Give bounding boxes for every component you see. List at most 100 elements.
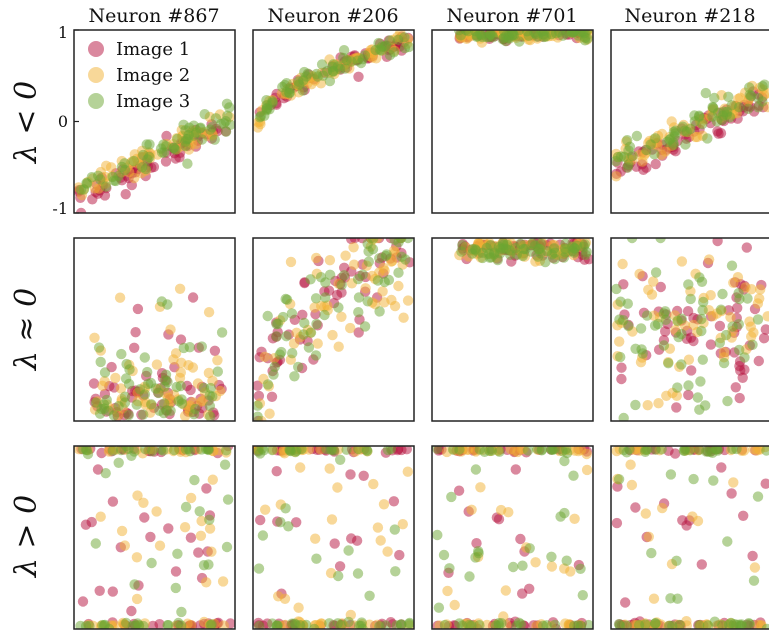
point-image-2: [185, 492, 197, 504]
point-image-2: [348, 259, 360, 270]
point-image-1: [170, 566, 182, 577]
point-image-2: [581, 464, 593, 476]
point-image-2: [666, 116, 677, 127]
point-image-3: [107, 171, 118, 183]
point-image-2: [285, 256, 297, 268]
point-image-3: [578, 30, 589, 37]
point-image-1: [132, 303, 144, 315]
point-image-3: [357, 269, 368, 280]
point-image-3: [673, 331, 684, 343]
point-image-3: [671, 555, 682, 566]
point-image-2: [129, 172, 140, 184]
point-image-3: [359, 50, 371, 61]
point-image-3: [80, 620, 92, 629]
point-image-2: [382, 546, 393, 557]
point-image-2: [310, 533, 321, 544]
point-image-3: [98, 399, 110, 410]
point-image-1: [255, 514, 266, 526]
point-image-3: [139, 352, 150, 363]
point-image-2: [687, 511, 698, 522]
point-image-3: [558, 252, 570, 263]
point-image-1: [738, 510, 749, 521]
point-image-3: [346, 56, 357, 67]
point-image-3: [761, 446, 769, 456]
point-image-2: [657, 502, 668, 514]
point-image-3: [734, 344, 745, 356]
point-image-2: [288, 338, 300, 349]
point-image-2: [614, 336, 625, 347]
point-image-2: [546, 561, 558, 572]
point-image-3: [714, 337, 725, 348]
point-image-1: [630, 502, 641, 513]
point-image-3: [205, 411, 216, 421]
point-image-1: [650, 158, 661, 170]
point-image-2: [116, 525, 128, 537]
point-image-3: [568, 470, 579, 481]
point-image-3: [569, 243, 580, 254]
point-image-3: [660, 314, 672, 325]
panel-r2-c3: [610, 445, 769, 630]
point-image-1: [94, 585, 105, 596]
point-image-3: [299, 317, 310, 329]
point-image-3: [354, 620, 365, 629]
point-image-3: [332, 618, 343, 629]
point-image-3: [566, 30, 578, 38]
point-image-1: [716, 462, 727, 473]
point-image-3: [718, 357, 730, 369]
point-image-3: [133, 620, 145, 629]
point-image-3: [180, 136, 191, 147]
point-image-3: [432, 529, 443, 541]
point-image-3: [353, 446, 364, 455]
point-image-3: [209, 134, 220, 145]
panel-frame: [73, 237, 236, 422]
point-image-3: [107, 446, 119, 456]
point-image-3: [517, 560, 528, 571]
point-image-3: [138, 409, 149, 420]
point-image-1: [671, 402, 682, 413]
point-image-2: [203, 367, 215, 379]
point-image-3: [277, 311, 289, 323]
point-image-3: [113, 457, 124, 468]
point-image-3: [433, 602, 445, 613]
point-image-3: [743, 103, 754, 115]
point-image-3: [194, 506, 205, 517]
point-image-3: [382, 446, 394, 456]
point-image-3: [663, 358, 674, 369]
point-image-2: [398, 312, 409, 323]
point-image-3: [580, 249, 591, 260]
point-image-3: [546, 551, 557, 562]
legend-marker-2: [88, 67, 104, 83]
point-image-3: [170, 144, 181, 155]
point-image-3: [143, 378, 154, 390]
point-image-3: [254, 448, 266, 459]
point-image-2: [360, 283, 371, 294]
point-image-2: [264, 408, 275, 419]
point-image-2: [114, 292, 126, 303]
point-image-3: [660, 306, 671, 317]
point-image-3: [667, 620, 678, 629]
point-image-2: [368, 478, 379, 490]
point-image-3: [207, 391, 218, 402]
point-image-3: [139, 389, 151, 400]
point-image-3: [561, 555, 572, 566]
point-image-3: [170, 582, 181, 594]
point-image-3: [305, 274, 316, 285]
point-image-2: [324, 463, 335, 474]
point-image-1: [758, 333, 769, 344]
point-image-1: [126, 605, 137, 617]
point-image-3: [144, 151, 155, 163]
point-image-1: [266, 391, 278, 402]
point-image-3: [253, 411, 263, 421]
point-image-3: [311, 68, 322, 80]
point-image-1: [87, 194, 98, 205]
point-image-3: [93, 342, 105, 353]
point-image-3: [757, 96, 768, 107]
point-image-3: [82, 448, 94, 460]
point-image-3: [180, 501, 192, 513]
point-image-3: [309, 623, 320, 629]
point-image-2: [725, 312, 736, 323]
point-image-3: [99, 367, 111, 378]
point-image-1: [760, 478, 769, 489]
point-image-3: [216, 327, 228, 338]
point-image-3: [293, 361, 304, 373]
